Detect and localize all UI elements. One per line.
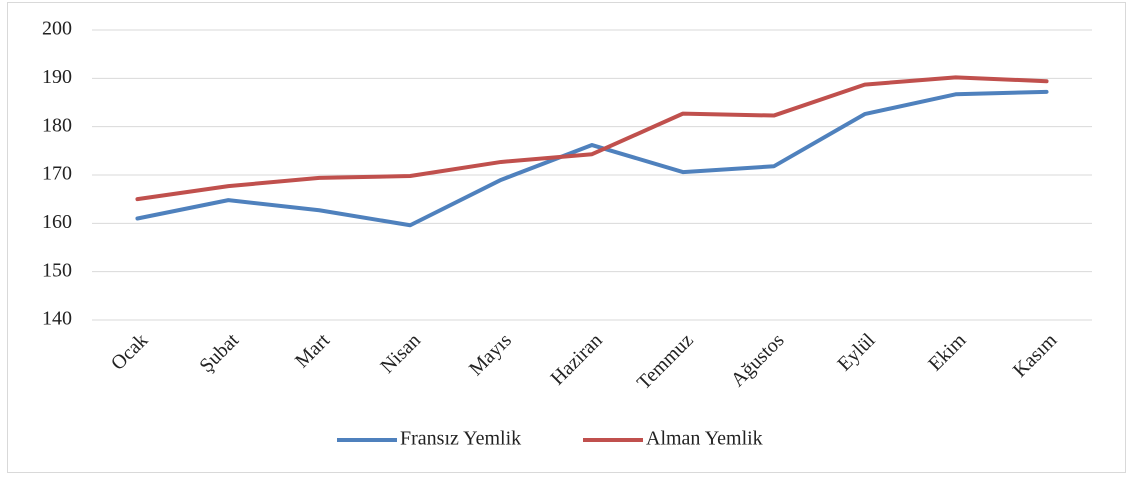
y-tick-label: 180 [42, 114, 72, 136]
y-tick-label: 190 [42, 66, 72, 88]
legend-label: Alman Yemlik [646, 428, 763, 450]
y-tick-label: 200 [42, 18, 72, 40]
chart-border [7, 2, 1126, 473]
series-line [135, 89, 1049, 228]
y-tick-label: 140 [42, 308, 72, 330]
y-tick-label: 170 [42, 163, 72, 185]
y-tick-label: 150 [42, 259, 72, 281]
legend-label: Fransız Yemlik [400, 428, 521, 450]
y-tick-label: 160 [42, 211, 72, 233]
series-line [135, 75, 1049, 202]
